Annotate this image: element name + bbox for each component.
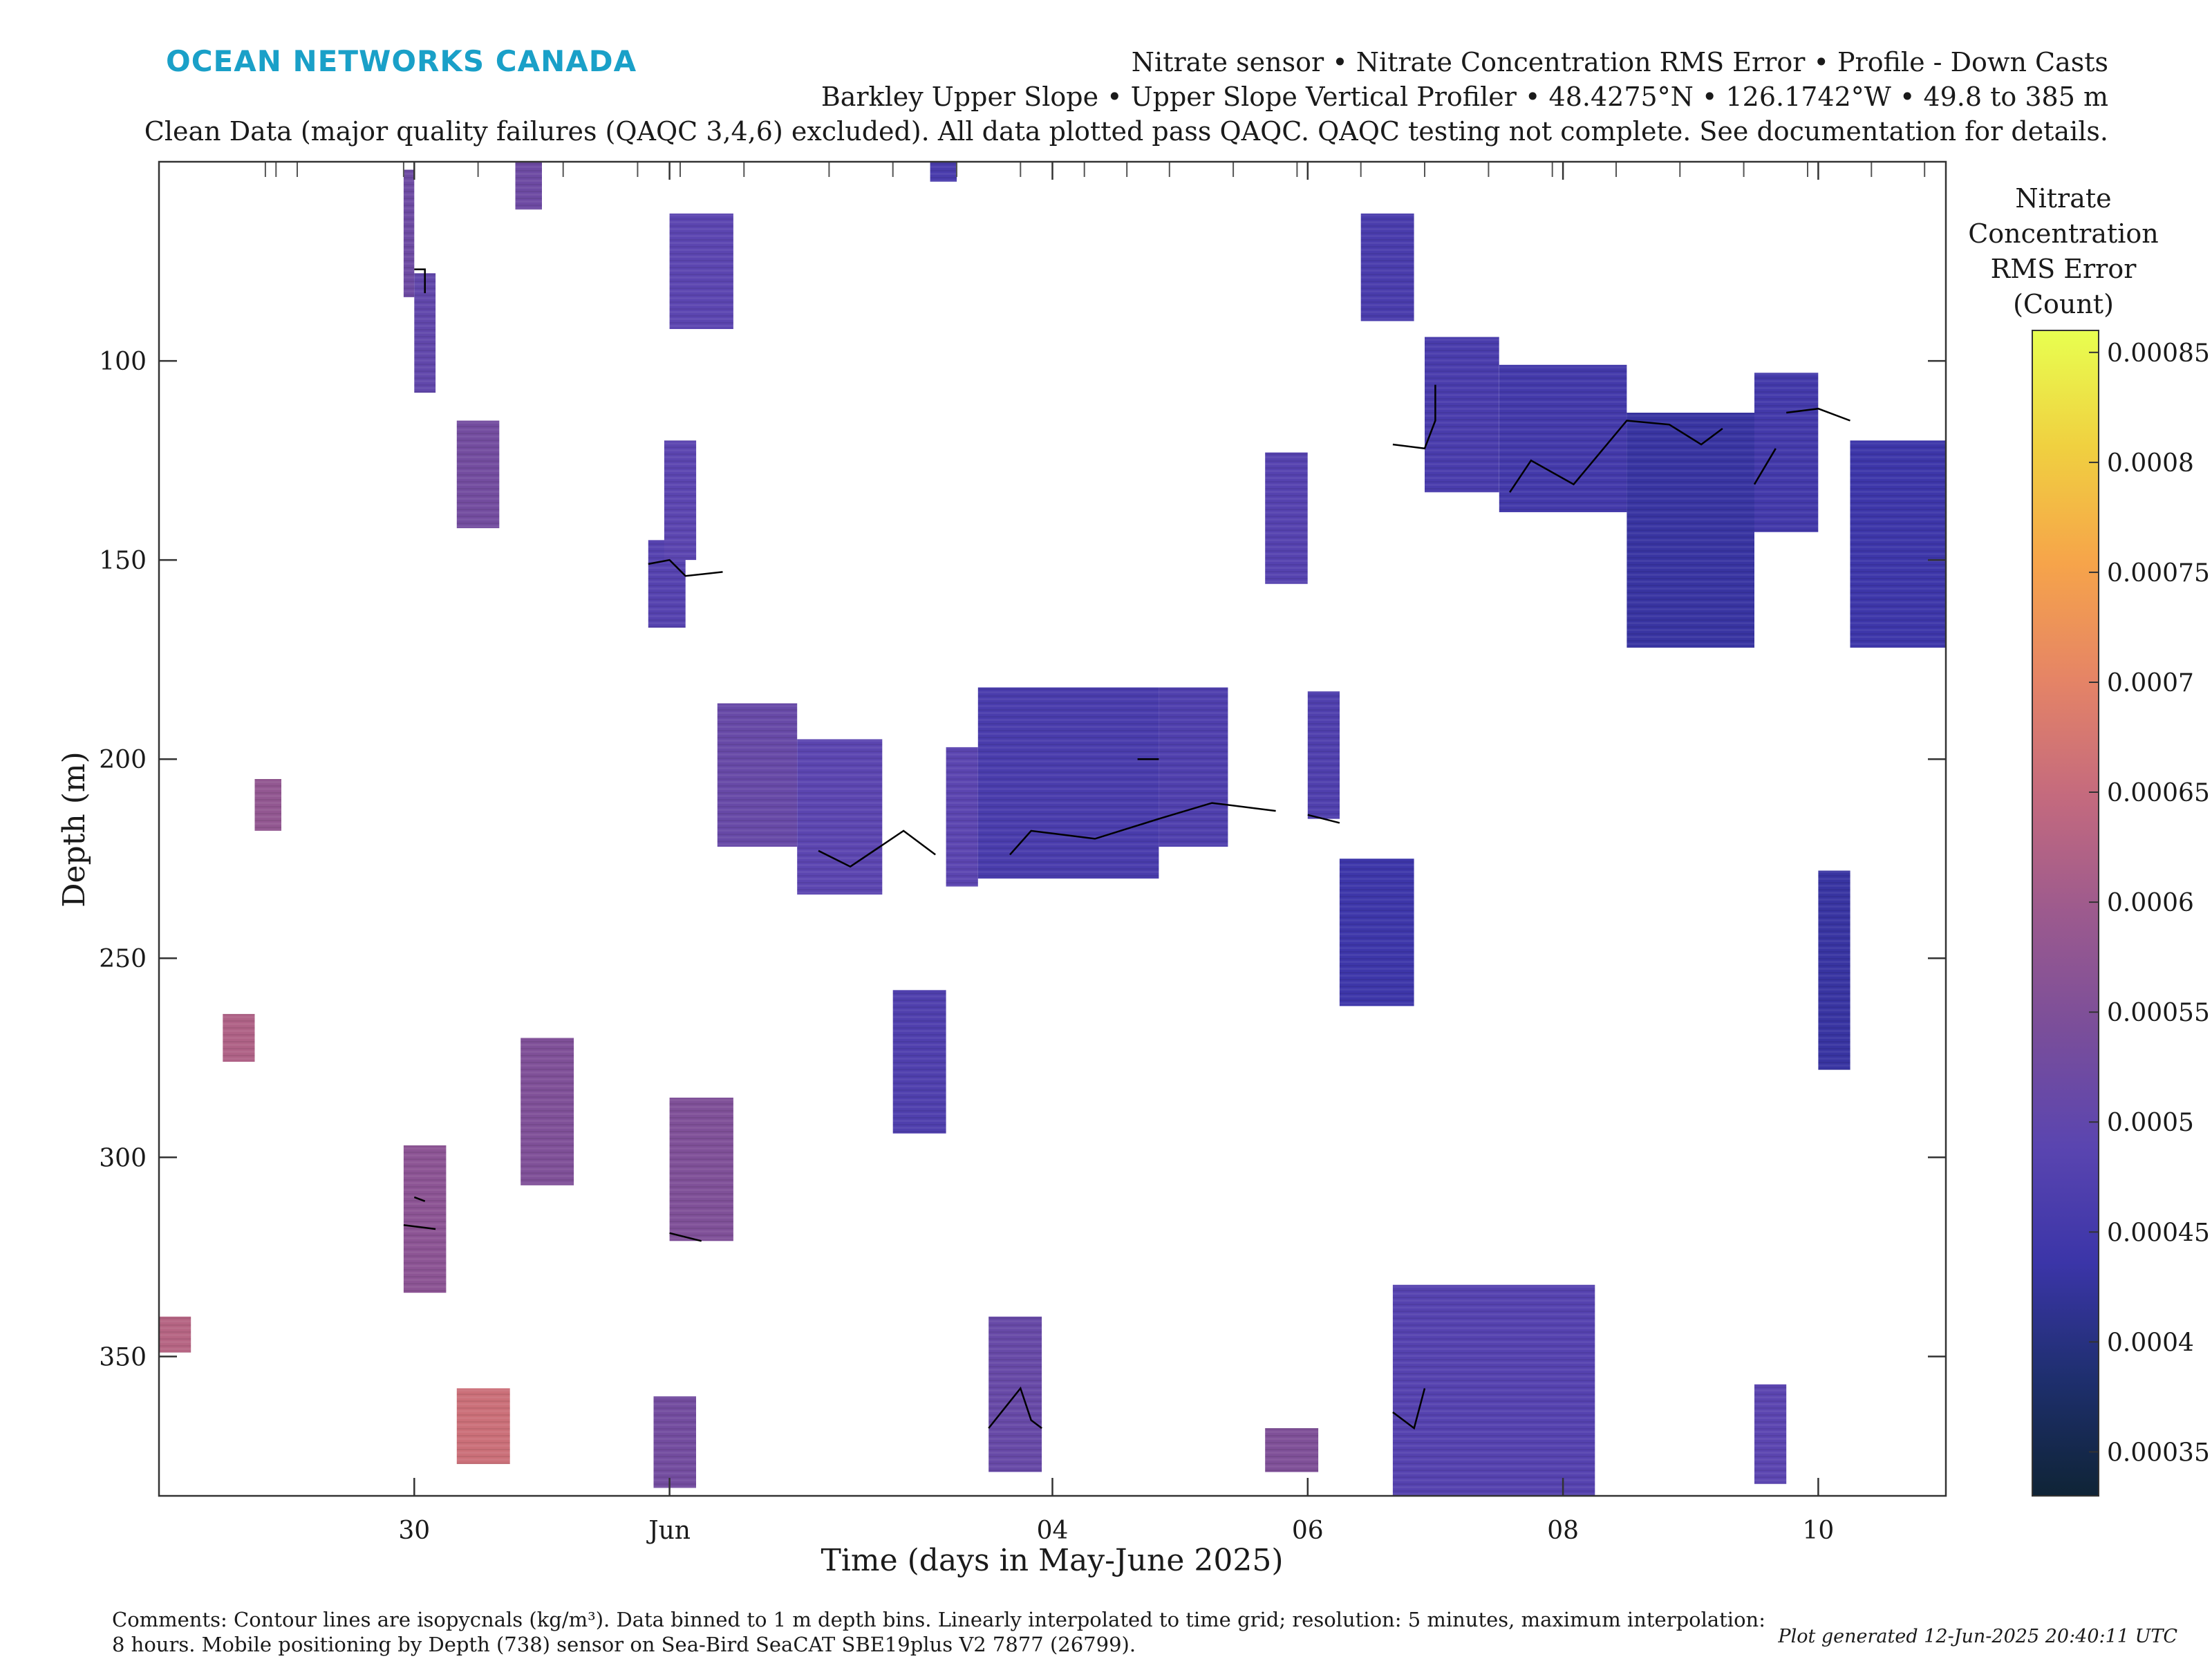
plot-title-line-3: Clean Data (major quality failures (QAQC… [144, 116, 2108, 147]
y-tick-label: 350 [99, 1343, 147, 1371]
colorbar-label-line: Nitrate [2015, 183, 2111, 214]
heatmap-data-patches [159, 162, 1946, 1496]
isopycnal-line [1009, 802, 1276, 856]
y-tick-label: 300 [99, 1144, 147, 1172]
ocean-networks-canada-logo: OCEAN NETWORKS CANADA [166, 44, 637, 78]
isopycnal-line [1392, 1388, 1426, 1430]
x-tick-label: Jun [646, 1517, 691, 1545]
y-tick-label: 200 [99, 746, 147, 774]
colorbar-tick-label: 0.00055 [2107, 999, 2210, 1027]
colorbar-label-line: (Count) [2013, 289, 2114, 319]
y-tick-label: 100 [99, 348, 147, 376]
colorbar-tick-label: 0.0008 [2107, 449, 2194, 478]
plot-title-line-1: Nitrate sensor • Nitrate Concentration R… [1131, 47, 2108, 77]
colorbar-label-line: Concentration [1968, 218, 2159, 249]
colorbar-tick-label: 0.0004 [2107, 1329, 2194, 1357]
y-axis-label: Depth (m) [57, 751, 92, 908]
colorbar-tick-label: 0.00035 [2107, 1438, 2210, 1467]
colorbar-label: Nitrate Concentration RMS Error (Count) [1968, 183, 2159, 319]
isopycnal-line [1307, 814, 1340, 824]
colorbar-scale [2032, 330, 2099, 1497]
isopycnal-line [818, 830, 936, 868]
plot-generated-timestamp: Plot generated 12-Jun-2025 20:40:11 UTC [1778, 1626, 2177, 1647]
colorbar-label-line: RMS Error [1991, 254, 2137, 284]
comments-line-2: 8 hours. Mobile positioning by Depth (73… [112, 1633, 1136, 1656]
isopycnal-line [1392, 384, 1436, 450]
isopycnal-line [1786, 407, 1850, 422]
y-tick-label: 250 [99, 945, 147, 973]
isopycnal-line [413, 1196, 426, 1202]
isopycnal-contours [403, 268, 1850, 1430]
x-tick-label: 06 [1292, 1517, 1324, 1545]
isopycnal-line [648, 559, 723, 577]
colorbar-tick-label: 0.0007 [2107, 669, 2194, 697]
isopycnal-line [1509, 420, 1723, 493]
isopycnal-line [988, 1386, 1042, 1430]
colorbar-tick-label: 0.00085 [2107, 339, 2210, 368]
x-axis-label: Time (days in May-June 2025) [821, 1543, 1283, 1578]
top-cast-markers [264, 162, 1926, 177]
y-axis: 100 150 200 250 300 350 [99, 348, 1946, 1371]
colorbar-tick-label: 0.0006 [2107, 889, 2194, 917]
x-tick-label: 04 [1037, 1517, 1069, 1545]
colorbar-tick-label: 0.0005 [2107, 1109, 2194, 1137]
x-tick-label: 08 [1547, 1517, 1579, 1545]
colorbar: 0.00035 0.0004 0.00045 0.0005 0.00055 0.0006 0… [2032, 330, 2210, 1497]
x-axis: 30 Jun 04 06 08 10 [398, 162, 1834, 1545]
isopycnal-line [1753, 448, 1777, 485]
plot-title-line-2: Barkley Upper Slope • Upper Slope Vertic… [821, 82, 2108, 112]
colorbar-tick-label: 0.00045 [2107, 1219, 2210, 1247]
y-tick-label: 150 [99, 547, 147, 575]
isopycnal-line [403, 1224, 436, 1230]
colorbar-tick-label: 0.00065 [2107, 779, 2210, 807]
x-tick-label: 10 [1802, 1517, 1834, 1545]
x-tick-label: 30 [398, 1517, 430, 1545]
comments-line-1: Comments: Contour lines are isopycnals (… [112, 1608, 1765, 1631]
isopycnal-line [669, 1232, 702, 1242]
isopycnal-line [414, 268, 426, 294]
colorbar-tick-label: 0.00075 [2107, 559, 2210, 588]
